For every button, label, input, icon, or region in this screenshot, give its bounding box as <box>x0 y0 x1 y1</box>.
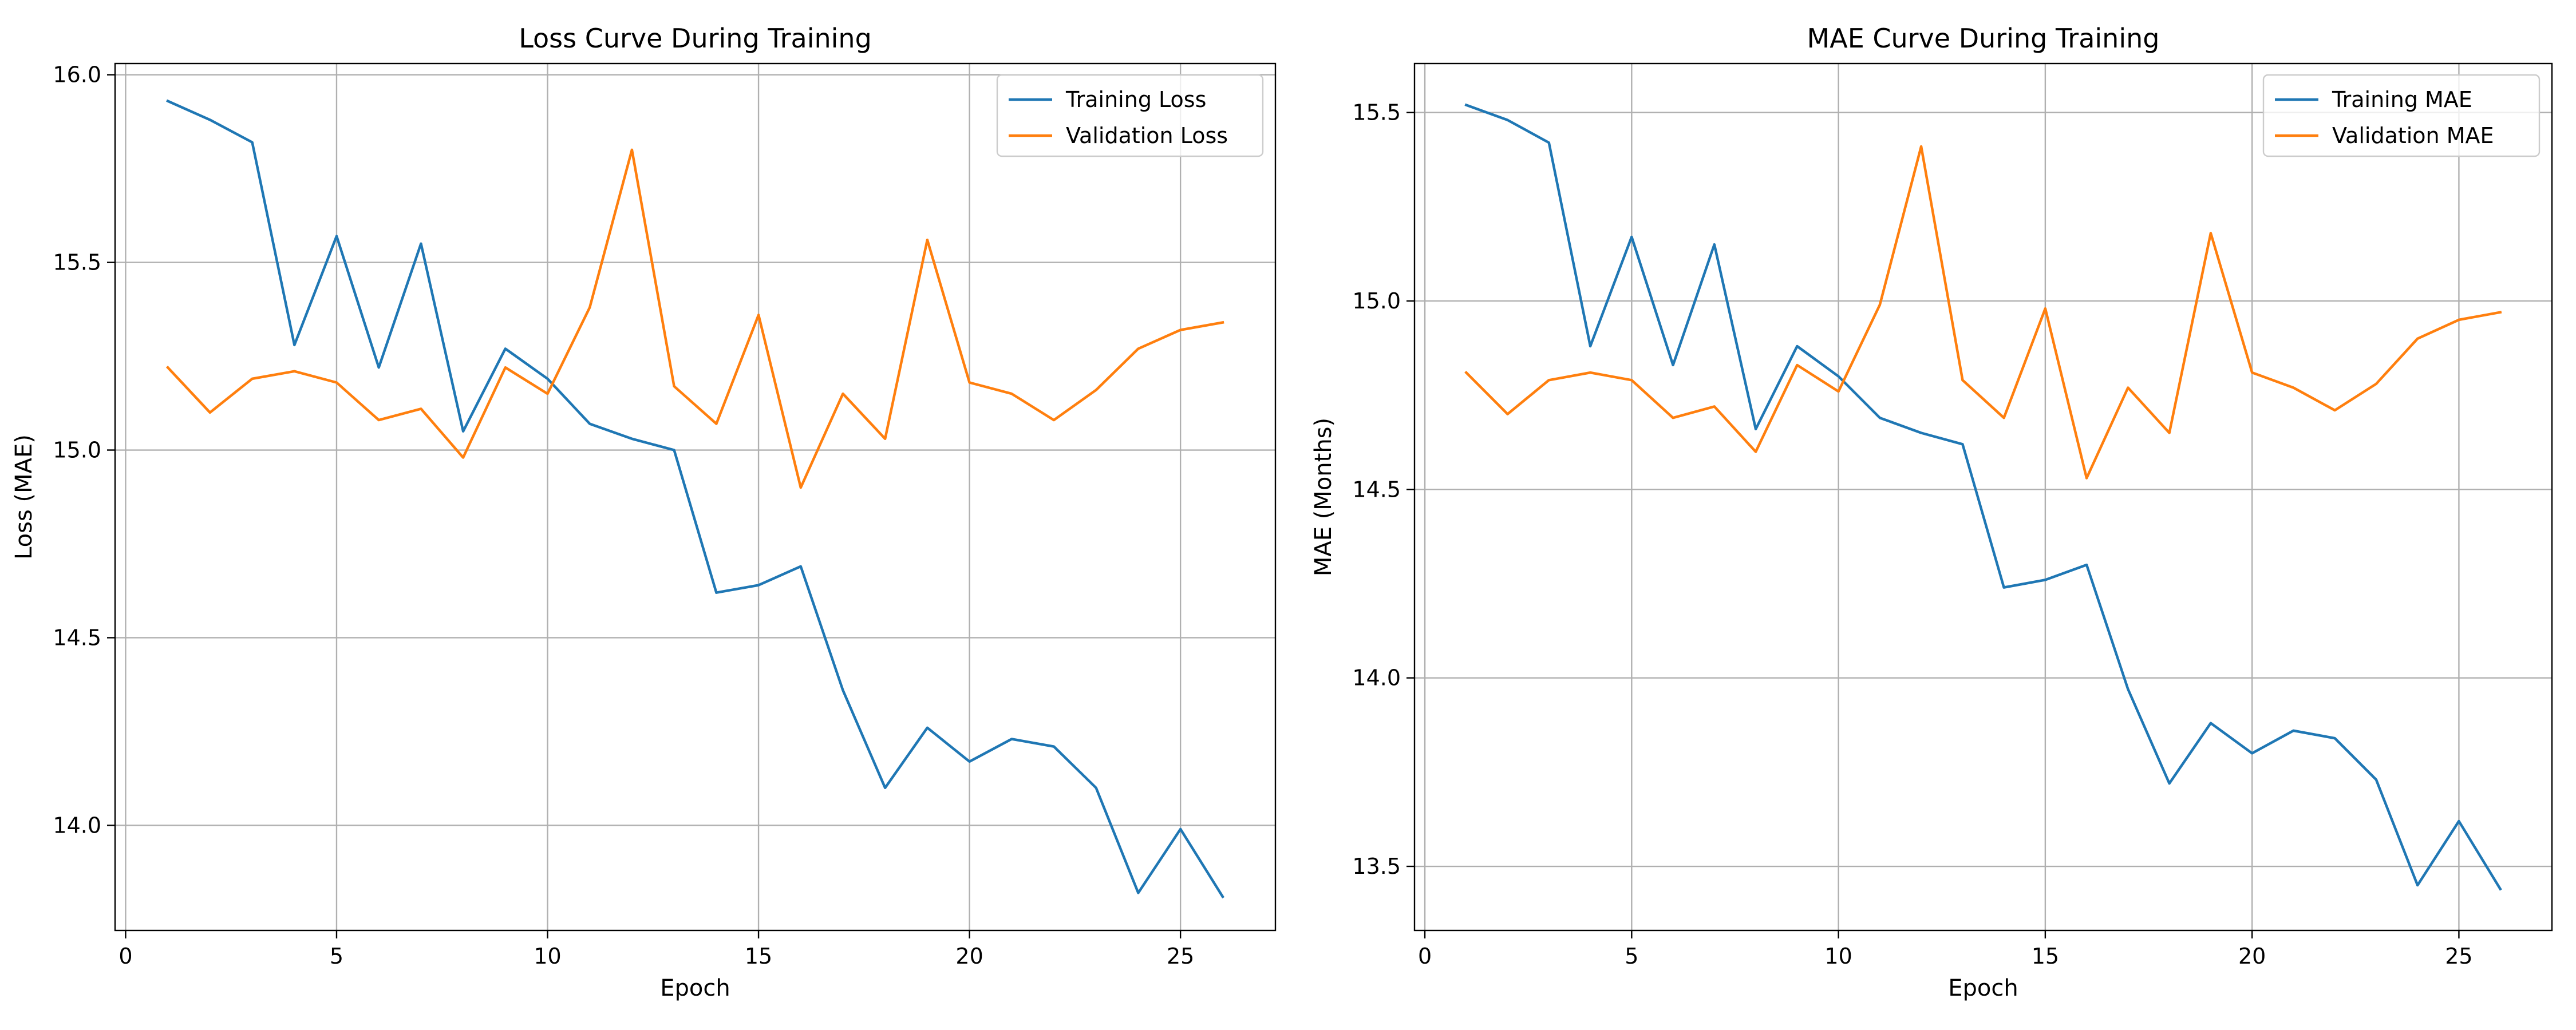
loss-chart: 0 5 10 15 20 25 14.0 14.5 15.0 15.5 16.0 Loss Curve… <box>11 23 1277 1001</box>
mae-legend-label-1: Validation MAE <box>2332 123 2494 148</box>
mae-chart-title: MAE Curve During Training <box>1807 23 2160 54</box>
mae-chart: 0 5 10 15 20 25 13.5 14.0 14.5 15.0 15.5 MAE Curve … <box>1310 23 2553 1001</box>
mae-y-tick-label-4: 15.5 <box>1352 100 1401 125</box>
loss-x-tick-label-5: 25 <box>1167 944 1194 969</box>
loss-y-tick-label-1: 14.5 <box>53 625 101 650</box>
mae-series-line-1 <box>1464 145 2502 480</box>
loss-chart-title: Loss Curve During Training <box>519 23 872 54</box>
loss-x-axis-label: Epoch <box>660 975 730 1001</box>
loss-y-tick-label-4: 16.0 <box>53 62 101 88</box>
loss-axes-frame <box>114 62 1277 932</box>
loss-legend-box <box>996 74 1264 157</box>
loss-y-axis-label: Loss (MAE) <box>11 434 37 560</box>
mae-y-tick-label-2: 14.5 <box>1352 477 1401 502</box>
mae-axes-frame <box>1413 62 2553 932</box>
loss-x-tick-label-2: 10 <box>534 944 561 969</box>
loss-series-line-1 <box>165 148 1224 489</box>
loss-x-tick-label-4: 20 <box>955 944 983 969</box>
mae-x-tick-label-0: 0 <box>1418 944 1432 969</box>
loss-legend-label-1: Validation Loss <box>1066 123 1228 148</box>
mae-y-tick-label-1: 14.0 <box>1352 665 1401 691</box>
loss-x-tick-label-0: 0 <box>118 944 132 969</box>
mae-x-tick-label-1: 5 <box>1625 944 1638 969</box>
loss-legend: Training Loss Validation Loss <box>996 74 1264 157</box>
loss-y-tick-label-0: 14.0 <box>53 813 101 838</box>
loss-x-tick-label-1: 5 <box>330 944 343 969</box>
mae-y-axis-label: MAE (Months) <box>1310 418 1337 576</box>
mae-legend: Training MAE Validation MAE <box>2262 74 2541 157</box>
loss-legend-label-0: Training Loss <box>1065 87 1206 112</box>
loss-y-tick-label-3: 15.5 <box>53 250 101 275</box>
loss-x-tick-label-3: 15 <box>745 944 772 969</box>
mae-legend-label-0: Training MAE <box>2332 87 2472 112</box>
loss-y-tick-label-2: 15.0 <box>53 438 101 463</box>
mae-y-tick-label-3: 15.0 <box>1352 288 1401 314</box>
mae-series-line-0 <box>1464 103 2502 891</box>
mae-x-tick-label-2: 10 <box>1824 944 1852 969</box>
mae-x-tick-label-3: 15 <box>2032 944 2059 969</box>
mae-x-tick-label-5: 25 <box>2445 944 2472 969</box>
mae-x-tick-label-4: 20 <box>2238 944 2266 969</box>
loss-series-line-0 <box>166 99 1224 899</box>
mae-legend-box <box>2262 74 2541 157</box>
mae-y-tick-label-0: 13.5 <box>1352 854 1401 879</box>
mae-x-axis-label: Epoch <box>1948 975 2018 1001</box>
